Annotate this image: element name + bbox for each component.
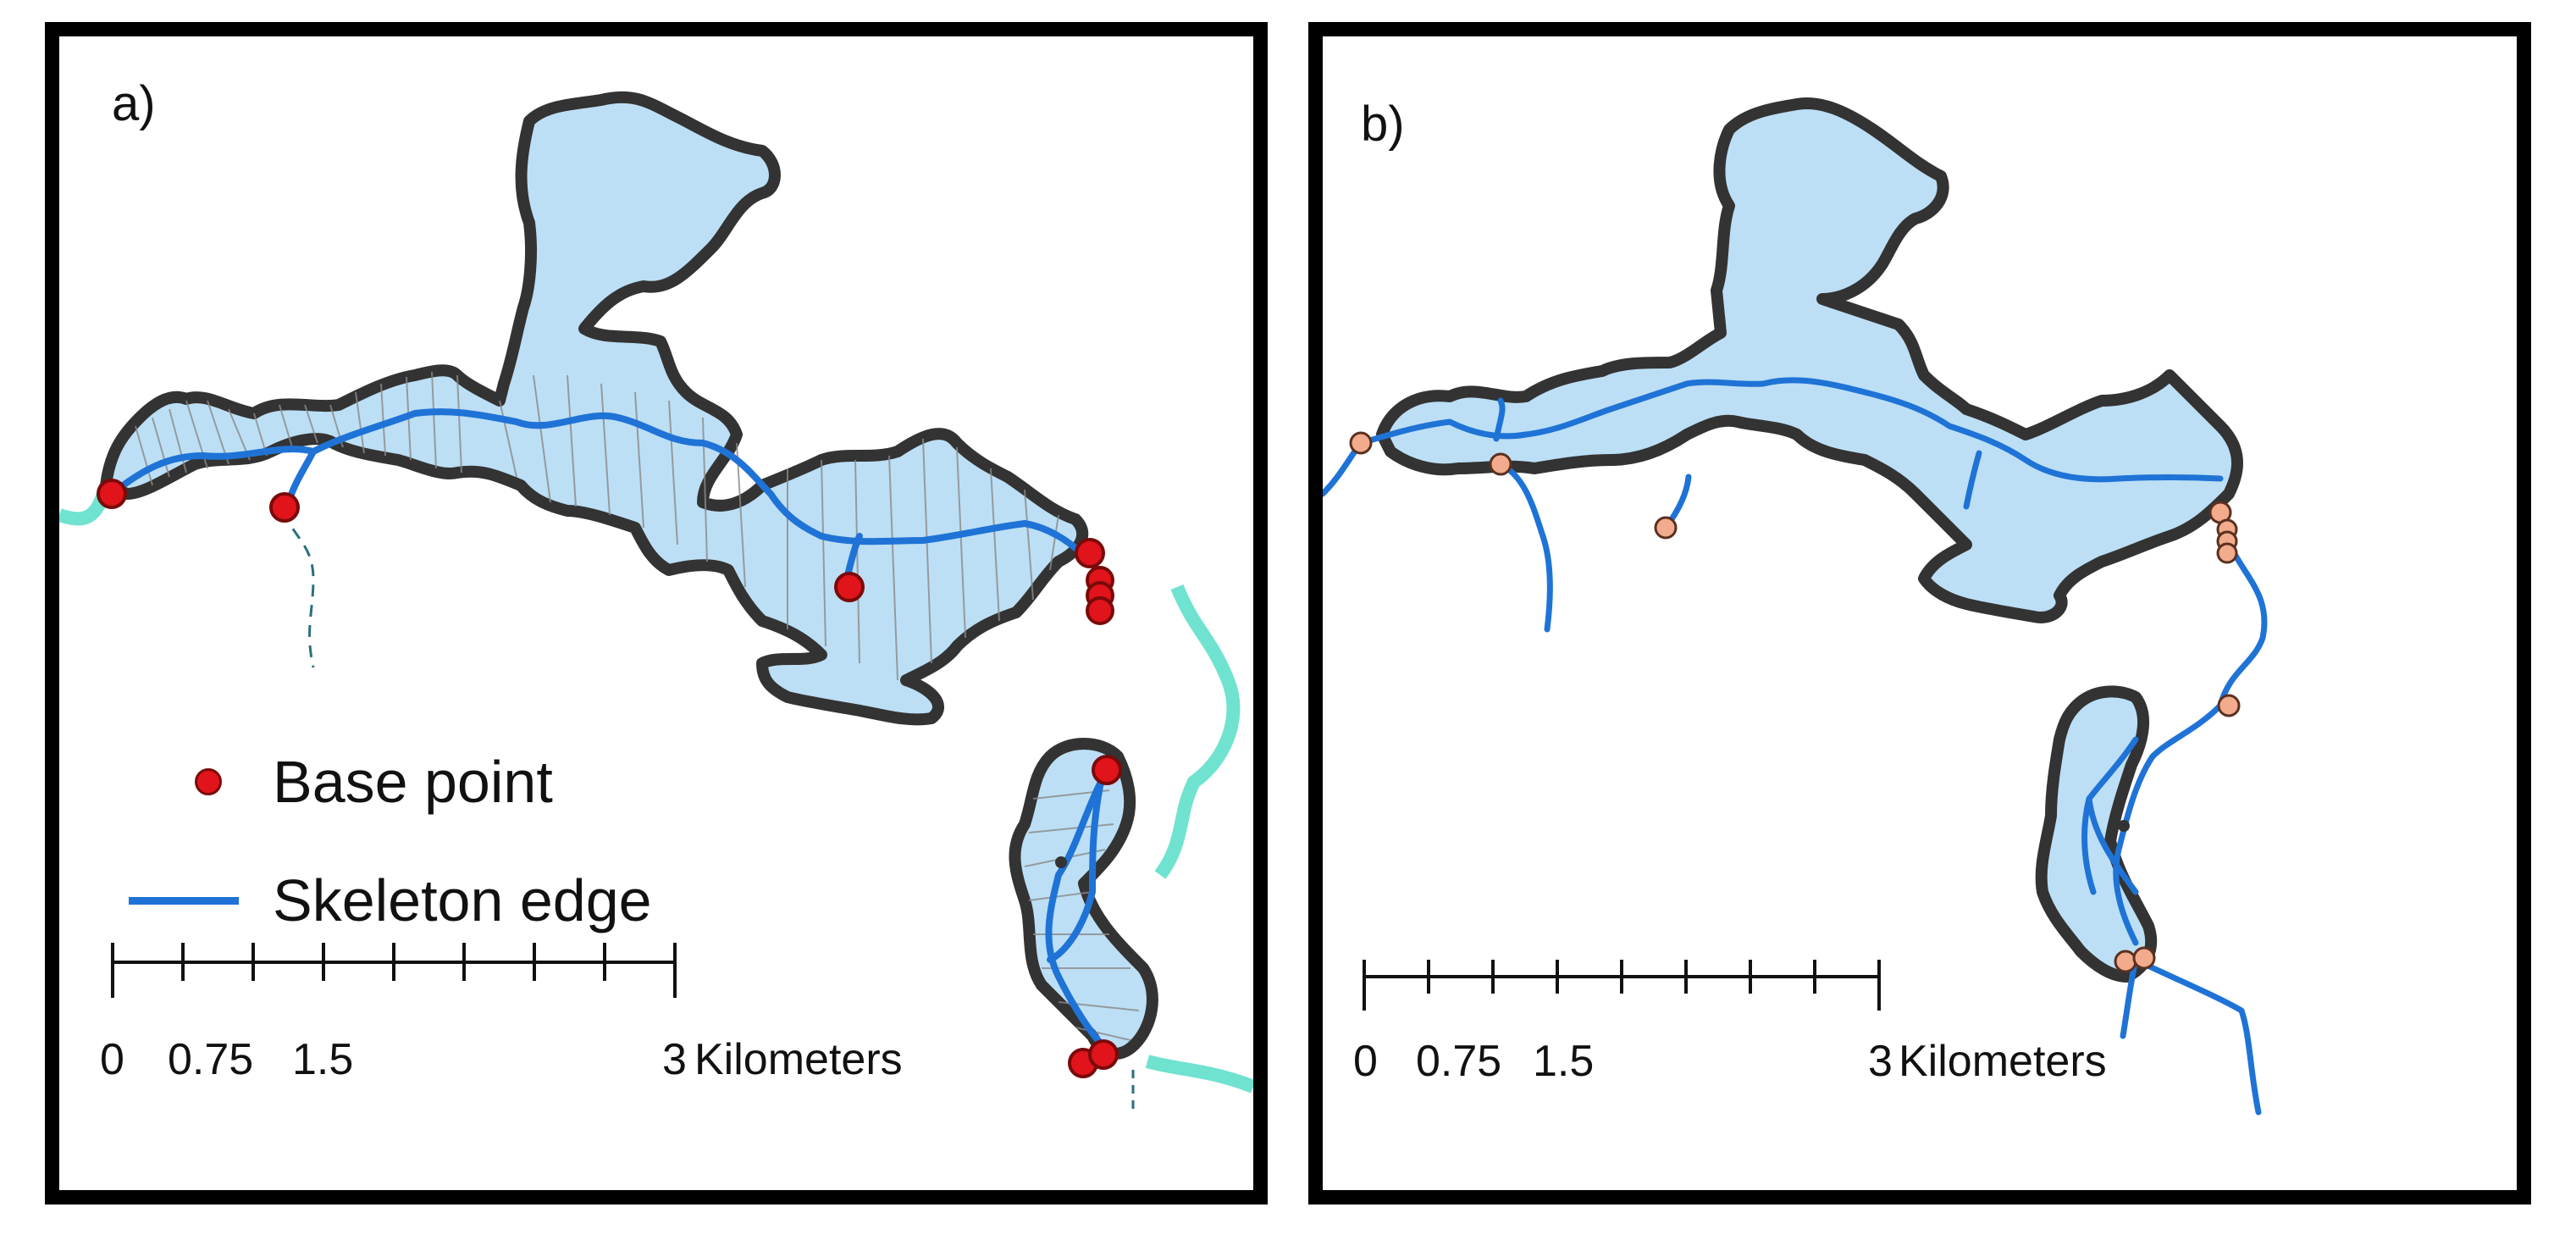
watershed-polygon-main bbox=[1376, 97, 2243, 623]
scale-tick-label: 3 bbox=[662, 1035, 687, 1084]
scale-tick-label: 3 bbox=[1868, 1037, 1893, 1086]
scale-tick-label: 0.75 bbox=[168, 1035, 254, 1084]
base-point bbox=[1489, 452, 1512, 476]
scale-tick-label: 0.75 bbox=[1416, 1037, 1502, 1086]
scale-unit-label: Kilometers bbox=[694, 1035, 903, 1084]
skeleton-edges-b bbox=[1323, 377, 2268, 1116]
skeleton-edge-south-branch bbox=[1047, 778, 1104, 963]
base-point bbox=[269, 492, 300, 523]
watershed-polygon-main bbox=[100, 91, 1089, 726]
skeleton-edge-south-1 bbox=[2113, 702, 2224, 946]
legend-label-skeleton-edge: Skeleton edge bbox=[273, 867, 652, 933]
base-point bbox=[1092, 755, 1122, 785]
base-point bbox=[1088, 1039, 1119, 1070]
base-point bbox=[1349, 431, 1373, 455]
triangulation-lines bbox=[135, 371, 1059, 681]
base-point-icon bbox=[195, 768, 222, 795]
map-panel-a: a) Base point Skeleton edge 0 0.75 1.5 3… bbox=[45, 22, 1268, 1205]
polygon-centroid bbox=[2118, 820, 2130, 832]
base-points-a bbox=[97, 479, 1122, 1078]
map-panel-b: b) 0 0.75 1.5 3 Kilometers bbox=[1308, 22, 2531, 1205]
base-point bbox=[97, 479, 127, 509]
base-points-b bbox=[1349, 431, 2241, 973]
stream-southeast bbox=[1145, 1055, 1253, 1094]
skeleton-edge-south-5 bbox=[2086, 795, 2139, 895]
scale-bar-a bbox=[111, 943, 677, 998]
skeleton-edge-main bbox=[1357, 377, 2224, 483]
skeleton-edge-branch-1 bbox=[1493, 397, 1506, 442]
base-point bbox=[1654, 516, 1678, 540]
map-a-canvas bbox=[59, 91, 1253, 1112]
legend-item-base-point: Base point bbox=[195, 748, 553, 816]
skeleton-edge-south bbox=[1045, 778, 1113, 1056]
base-point bbox=[2132, 946, 2156, 970]
polygon-centroid bbox=[1055, 856, 1067, 868]
base-point bbox=[1086, 596, 1114, 625]
stream-dashed-south bbox=[282, 510, 315, 668]
base-point bbox=[2217, 694, 2241, 717]
base-point bbox=[1075, 538, 1105, 568]
base-point bbox=[2216, 542, 2238, 564]
skeleton-edge-south-3 bbox=[2132, 956, 2262, 1116]
panel-label: b) bbox=[1361, 97, 1405, 152]
skeleton-edge-branch-2 bbox=[1497, 461, 1553, 633]
legend-label-base-point: Base point bbox=[273, 749, 553, 815]
skeleton-edge-branch-4 bbox=[1963, 450, 1982, 510]
base-point bbox=[834, 572, 865, 602]
skeleton-edge-east-outflow bbox=[2217, 540, 2268, 709]
scale-bar-b bbox=[1363, 960, 1881, 1011]
panel-label: a) bbox=[112, 76, 156, 131]
scale-tick-label: 0 bbox=[1353, 1037, 1378, 1086]
scale-tick-label: 1.5 bbox=[292, 1035, 354, 1084]
legend-item-skeleton-edge: Skeleton edge bbox=[129, 867, 652, 934]
scale-tick-label: 1.5 bbox=[1533, 1037, 1595, 1086]
map-b-canvas bbox=[1323, 97, 2268, 1116]
watershed-polygon-south bbox=[1009, 738, 1158, 1060]
skeleton-edge-icon bbox=[129, 896, 239, 905]
scale-tick-label: 0 bbox=[100, 1035, 124, 1084]
base-point bbox=[2114, 950, 2137, 973]
stream-east bbox=[1154, 584, 1241, 879]
scale-unit-label: Kilometers bbox=[1899, 1037, 2107, 1086]
skeleton-edge-main bbox=[108, 408, 1092, 565]
